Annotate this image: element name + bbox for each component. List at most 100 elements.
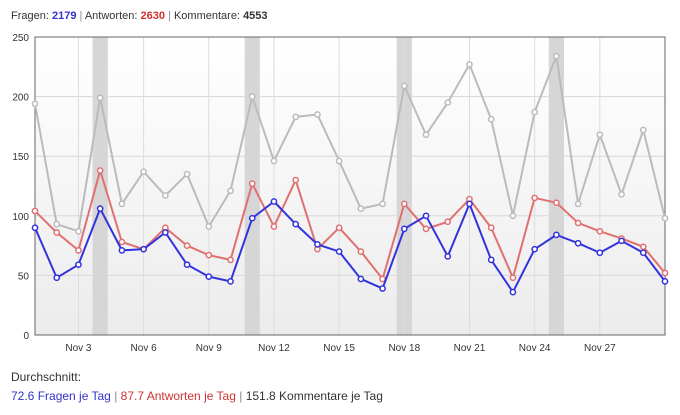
data-point-antworten xyxy=(183,242,191,249)
data-point-fragen xyxy=(118,247,126,254)
x-tick-label: Nov 18 xyxy=(388,343,420,354)
data-point-antworten xyxy=(574,219,582,227)
kommentare-count: 4553 xyxy=(243,10,268,22)
data-point-kommentare xyxy=(292,113,300,121)
data-point-fragen xyxy=(639,249,647,257)
data-point-fragen xyxy=(335,248,343,255)
data-point-kommentare xyxy=(96,94,104,102)
data-point-kommentare xyxy=(314,111,321,118)
data-point-kommentare xyxy=(574,200,582,208)
y-tick-label: 150 xyxy=(12,152,29,163)
x-tick-label: Nov 12 xyxy=(258,343,290,354)
data-point-kommentare xyxy=(400,82,408,90)
data-point-kommentare xyxy=(205,223,213,230)
separator: | xyxy=(168,10,171,22)
data-point-kommentare xyxy=(487,115,495,123)
data-point-antworten xyxy=(53,229,61,236)
data-point-kommentare xyxy=(661,214,669,222)
data-point-fragen xyxy=(31,224,39,232)
fragen-average: 72.6 Fragen je Tag xyxy=(11,389,111,403)
separator: | xyxy=(114,389,118,403)
data-point-kommentare xyxy=(335,157,343,165)
data-point-antworten xyxy=(227,256,234,264)
data-point-fragen xyxy=(422,212,430,220)
antworten-label: Antworten: xyxy=(84,10,138,22)
x-tick-label: Nov 6 xyxy=(131,343,158,354)
data-point-antworten xyxy=(31,207,39,215)
data-point-kommentare xyxy=(466,61,473,68)
y-tick-label: 200 xyxy=(12,93,29,104)
data-point-antworten xyxy=(639,243,647,251)
series-line-kommentare xyxy=(34,55,666,233)
x-tick-label: Nov 21 xyxy=(454,343,486,354)
stats-header: Fragen: 2179 | Antworten: 2630 | Komment… xyxy=(11,10,268,22)
data-point-fragen xyxy=(574,239,582,247)
data-point-antworten xyxy=(444,218,452,226)
data-point-fragen xyxy=(357,275,365,283)
y-tick-label: 50 xyxy=(18,271,30,282)
data-point-antworten xyxy=(400,200,408,208)
data-point-kommentare xyxy=(248,93,256,100)
x-tick-label: Nov 15 xyxy=(323,343,355,354)
data-point-fragen xyxy=(400,225,408,233)
data-point-fragen xyxy=(248,214,256,222)
data-point-fragen xyxy=(596,249,604,257)
data-point-antworten xyxy=(509,274,517,282)
data-point-fragen xyxy=(270,198,278,205)
data-point-kommentare xyxy=(183,170,191,178)
series-fragen xyxy=(31,198,669,296)
series-line-fragen xyxy=(34,200,666,294)
data-point-fragen xyxy=(183,261,191,269)
plot-border xyxy=(34,36,666,336)
data-point-fragen xyxy=(227,278,234,285)
fragen-label: Fragen: xyxy=(11,10,49,22)
data-point-fragen xyxy=(553,231,560,239)
data-point-kommentare xyxy=(379,200,386,208)
data-point-antworten xyxy=(596,227,604,235)
data-point-kommentare xyxy=(531,108,539,116)
data-point-kommentare xyxy=(227,187,234,195)
data-point-fragen xyxy=(487,256,495,264)
data-point-fragen xyxy=(140,245,147,253)
x-tick-label: Nov 9 xyxy=(196,343,223,354)
data-point-fragen xyxy=(444,252,452,260)
x-tick-label: Nov 27 xyxy=(584,343,616,354)
data-point-antworten xyxy=(531,194,539,202)
data-point-fragen xyxy=(531,245,539,253)
data-point-antworten xyxy=(661,269,669,277)
data-point-fragen xyxy=(509,288,517,296)
series-kommentare xyxy=(31,52,669,235)
data-point-antworten xyxy=(118,238,126,246)
data-point-fragen xyxy=(314,241,321,248)
antworten-count: 2630 xyxy=(140,10,165,22)
data-point-antworten xyxy=(487,224,495,232)
data-point-kommentare xyxy=(639,126,647,134)
data-point-fragen xyxy=(466,200,473,208)
antworten-average: 87.7 Antworten je Tag xyxy=(120,389,236,403)
data-point-kommentare xyxy=(31,100,39,108)
average-summary: Durchschnitt: 72.6 Fragen je Tag | 87.7 … xyxy=(11,370,383,403)
data-point-kommentare xyxy=(140,168,147,176)
data-point-fragen xyxy=(75,261,82,269)
series-line-antworten xyxy=(34,169,666,280)
data-point-antworten xyxy=(75,247,82,254)
data-point-kommentare xyxy=(596,131,604,139)
separator: | xyxy=(79,10,83,22)
x-tick-label: Nov 3 xyxy=(65,343,92,354)
data-point-kommentare xyxy=(53,220,61,228)
data-point-fragen xyxy=(53,274,61,282)
data-point-kommentare xyxy=(270,157,278,165)
data-point-kommentare xyxy=(618,190,625,198)
data-point-antworten xyxy=(357,248,365,255)
data-point-fragen xyxy=(205,273,213,280)
data-point-kommentare xyxy=(422,131,430,139)
data-point-antworten xyxy=(422,225,430,233)
data-point-kommentare xyxy=(553,52,560,60)
x-tick-label: Nov 24 xyxy=(519,343,551,354)
data-point-antworten xyxy=(96,167,104,174)
line-chart: 0 50 100 150 200 250 Nov 3 Nov 6 Nov 9 Nov 12 Nov … xyxy=(12,33,669,354)
data-point-kommentare xyxy=(75,227,82,235)
data-point-kommentare xyxy=(509,212,517,220)
data-point-kommentare xyxy=(161,192,169,199)
highlight-band xyxy=(548,37,564,335)
